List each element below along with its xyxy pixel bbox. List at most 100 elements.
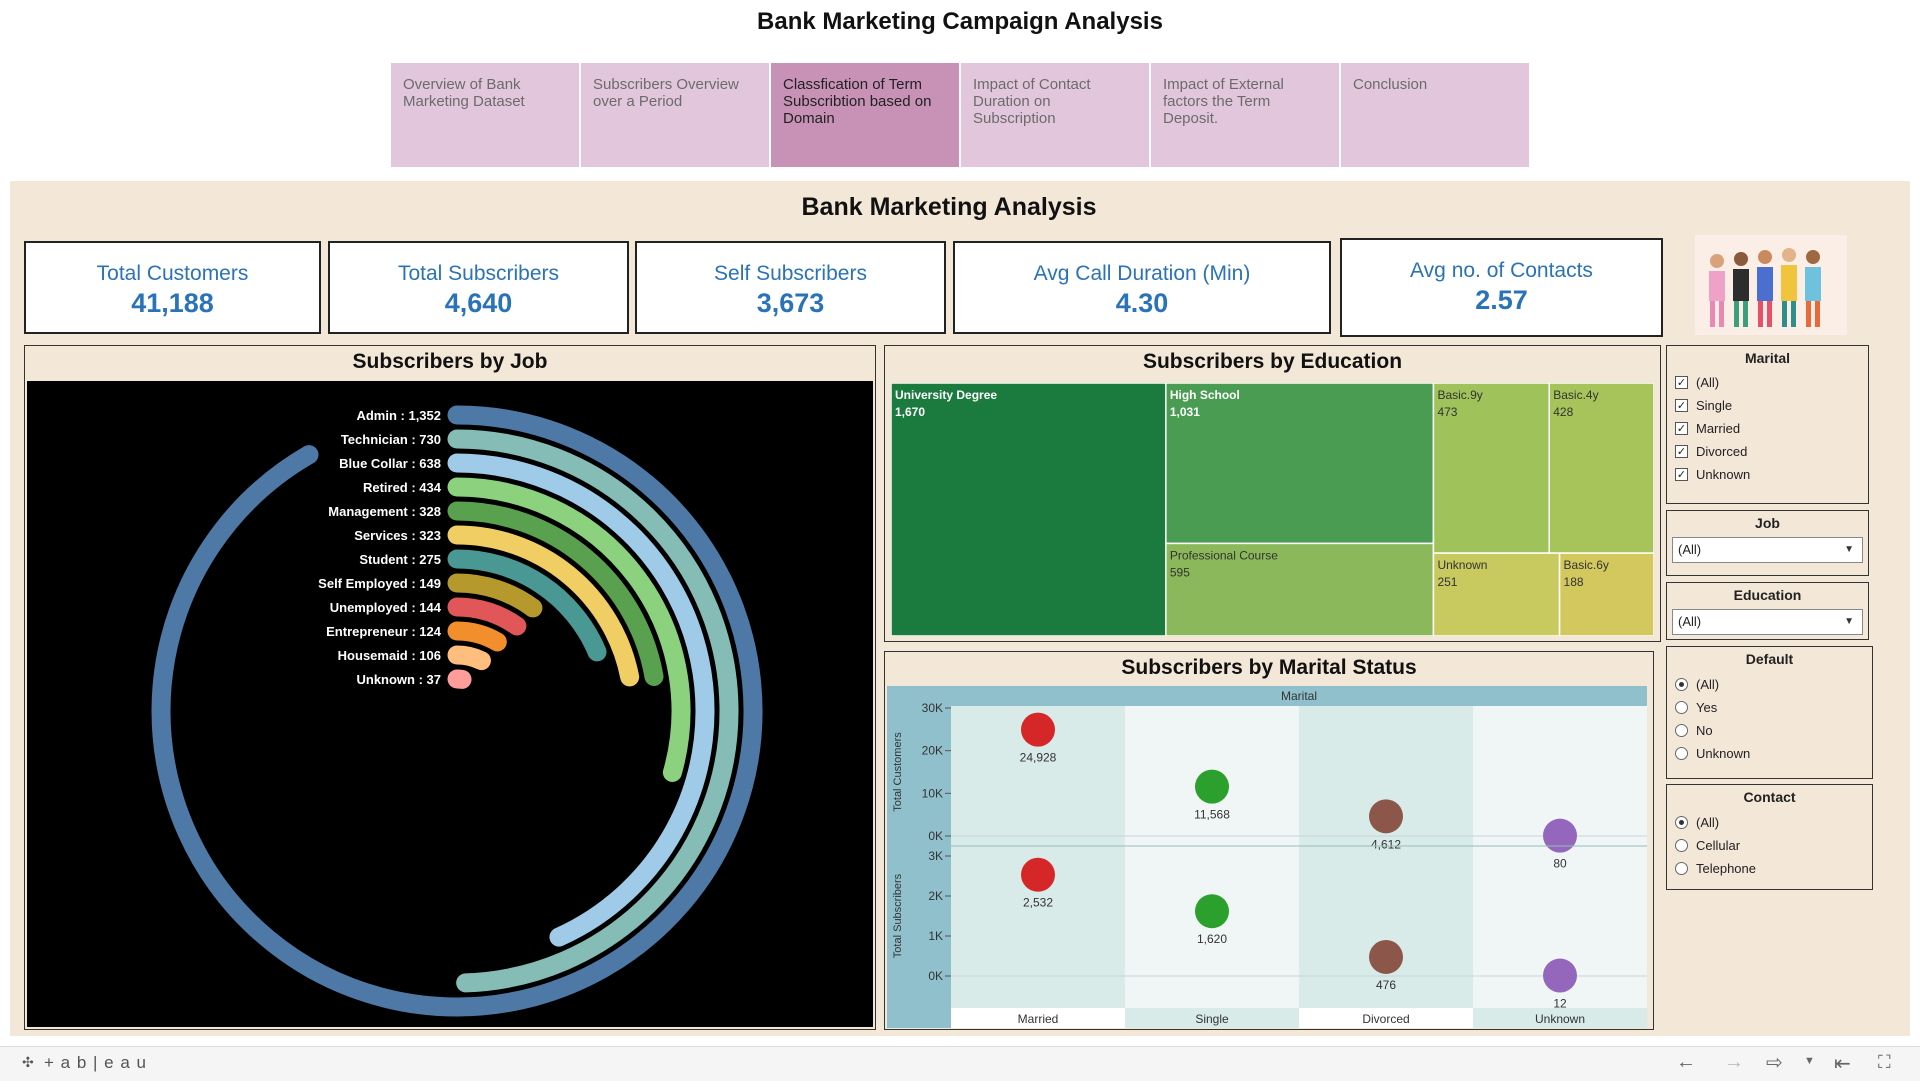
tab-subscribers-overview[interactable]: Subscribers Overview over a Period (581, 63, 769, 167)
category-label: Single (1195, 1012, 1229, 1026)
option-label: Unknown (1696, 746, 1750, 761)
kpi-avg-contacts: Avg no. of Contacts 2.57 (1340, 238, 1663, 337)
job-dropdown[interactable]: (All)▼ (1672, 537, 1863, 563)
marital-option-married[interactable]: ✓ Married (1667, 417, 1868, 440)
tab-overview[interactable]: Overview of Bank Marketing Dataset (391, 63, 579, 167)
default-option-unknown[interactable]: Unknown (1667, 742, 1872, 765)
education-chart-title: Subscribers by Education (885, 350, 1660, 374)
kpi-self-subscribers: Self Subscribers 3,673 (635, 241, 946, 334)
revert-icon[interactable]: ⇨ (1766, 1050, 1783, 1075)
option-label: Unknown (1696, 467, 1750, 482)
education-chart-panel: Subscribers by Education University Degr… (884, 345, 1661, 642)
option-label: No (1696, 723, 1713, 738)
radio-icon[interactable] (1675, 839, 1688, 852)
kpi-value: 2.57 (1342, 285, 1661, 316)
default-filter: Default (All) Yes No Unknown (1666, 646, 1873, 779)
contact-option-cellular[interactable]: Cellular (1667, 834, 1872, 857)
fullscreen-icon[interactable]: ⛶ (1878, 1052, 1891, 1073)
marital-option-unknown[interactable]: ✓ Unknown (1667, 463, 1868, 486)
radio-selected-icon[interactable] (1675, 678, 1688, 691)
checkbox-checked-icon[interactable]: ✓ (1675, 445, 1688, 458)
education-filter-title: Education (1667, 587, 1868, 603)
kpi-label: Total Subscribers (330, 262, 627, 286)
option-label: (All) (1696, 815, 1719, 830)
chevron-down-icon[interactable]: ▼ (1804, 1055, 1815, 1067)
marital-option-divorced[interactable]: ✓ Divorced (1667, 440, 1868, 463)
default-option-all[interactable]: (All) (1667, 673, 1872, 696)
treemap-value: 251 (1437, 575, 1457, 589)
point-label: 476 (1376, 978, 1396, 992)
job-label: Blue Collar : 638 (339, 456, 441, 471)
job-label: Student : 275 (359, 552, 441, 567)
redo-icon[interactable]: → (1724, 1051, 1744, 1074)
category-label: Unknown (1535, 1012, 1585, 1026)
treemap-label: Professional Course (1170, 548, 1278, 562)
marital-point-unknown (1543, 959, 1577, 993)
people-illustration-icon (1695, 235, 1847, 335)
tab-external-factors[interactable]: Impact of External factors the Term Depo… (1151, 63, 1339, 167)
marital-option-single[interactable]: ✓ Single (1667, 394, 1868, 417)
default-filter-title: Default (1667, 651, 1872, 667)
treemap-label: Unknown (1437, 558, 1487, 572)
kpi-label: Total Customers (26, 262, 319, 286)
option-label: (All) (1696, 375, 1719, 390)
treemap-label: High School (1170, 388, 1240, 402)
contact-option-all[interactable]: (All) (1667, 811, 1872, 834)
treemap-label: Basic.6y (1564, 558, 1609, 572)
contact-option-telephone[interactable]: Telephone (1667, 857, 1872, 880)
option-label: Single (1696, 398, 1732, 413)
checkbox-checked-icon[interactable]: ✓ (1675, 468, 1688, 481)
option-label: Married (1696, 421, 1740, 436)
radio-selected-icon[interactable] (1675, 816, 1688, 829)
radio-icon[interactable] (1675, 724, 1688, 737)
marital-option-all[interactable]: ✓ (All) (1667, 371, 1868, 394)
tick-label: 1K (928, 929, 943, 943)
treemap-value: 1,670 (895, 405, 925, 419)
first-page-icon[interactable]: ⇤ (1834, 1051, 1851, 1076)
job-chart-title: Subscribers by Job (25, 350, 875, 374)
undo-icon[interactable]: ← (1676, 1051, 1696, 1074)
people-illustration (1695, 235, 1847, 335)
treemap-value: 428 (1553, 405, 1573, 419)
job-filter: Job (All)▼ (1666, 510, 1869, 576)
tick-label: 0K (928, 969, 943, 983)
point-label: 1,620 (1197, 932, 1227, 946)
job-arc-housemaid (457, 655, 481, 661)
education-dropdown[interactable]: (All) ▼ (1672, 609, 1863, 635)
tab-classification[interactable]: Classfication of Term Subscribtion based… (771, 63, 959, 167)
marital-point-unknown (1543, 819, 1577, 853)
point-label: 80 (1553, 857, 1567, 871)
kpi-avg-call-duration: Avg Call Duration (Min) 4.30 (953, 241, 1331, 334)
treemap-label: Basic.9y (1437, 388, 1482, 402)
tab-conclusion[interactable]: Conclusion (1341, 63, 1529, 167)
option-label: Divorced (1696, 444, 1747, 459)
kpi-value: 3,673 (637, 288, 944, 319)
default-option-yes[interactable]: Yes (1667, 696, 1872, 719)
education-dropdown-value: (All) (1678, 614, 1701, 629)
point-label: 24,928 (1020, 751, 1057, 765)
education-filter: Education (All) ▼ (1666, 582, 1869, 640)
job-dropdown-value: (All) (1678, 542, 1701, 557)
chevron-down-icon: ▼ (1844, 610, 1854, 634)
marital-point-divorced (1369, 799, 1403, 833)
radio-icon[interactable] (1675, 862, 1688, 875)
radio-icon[interactable] (1675, 747, 1688, 760)
kpi-total-subscribers: Total Subscribers 4,640 (328, 241, 629, 334)
treemap-cell-high-school (1166, 383, 1434, 543)
point-label: 11,568 (1194, 808, 1230, 822)
checkbox-checked-icon[interactable]: ✓ (1675, 376, 1688, 389)
default-option-no[interactable]: No (1667, 719, 1872, 742)
contact-filter-title: Contact (1667, 789, 1872, 805)
radio-icon[interactable] (1675, 701, 1688, 714)
marital-filter: Marital ✓(All) ✓Single ✓Married ✓Divorce… (1666, 345, 1869, 504)
checkbox-checked-icon[interactable]: ✓ (1675, 422, 1688, 435)
page-title: Bank Marketing Campaign Analysis (0, 8, 1920, 36)
job-arc-entrepreneur (457, 631, 497, 642)
checkbox-checked-icon[interactable]: ✓ (1675, 399, 1688, 412)
tab-contact-duration[interactable]: Impact of Contact Duration on Subscripti… (961, 63, 1149, 167)
column-band (1125, 706, 1299, 1008)
